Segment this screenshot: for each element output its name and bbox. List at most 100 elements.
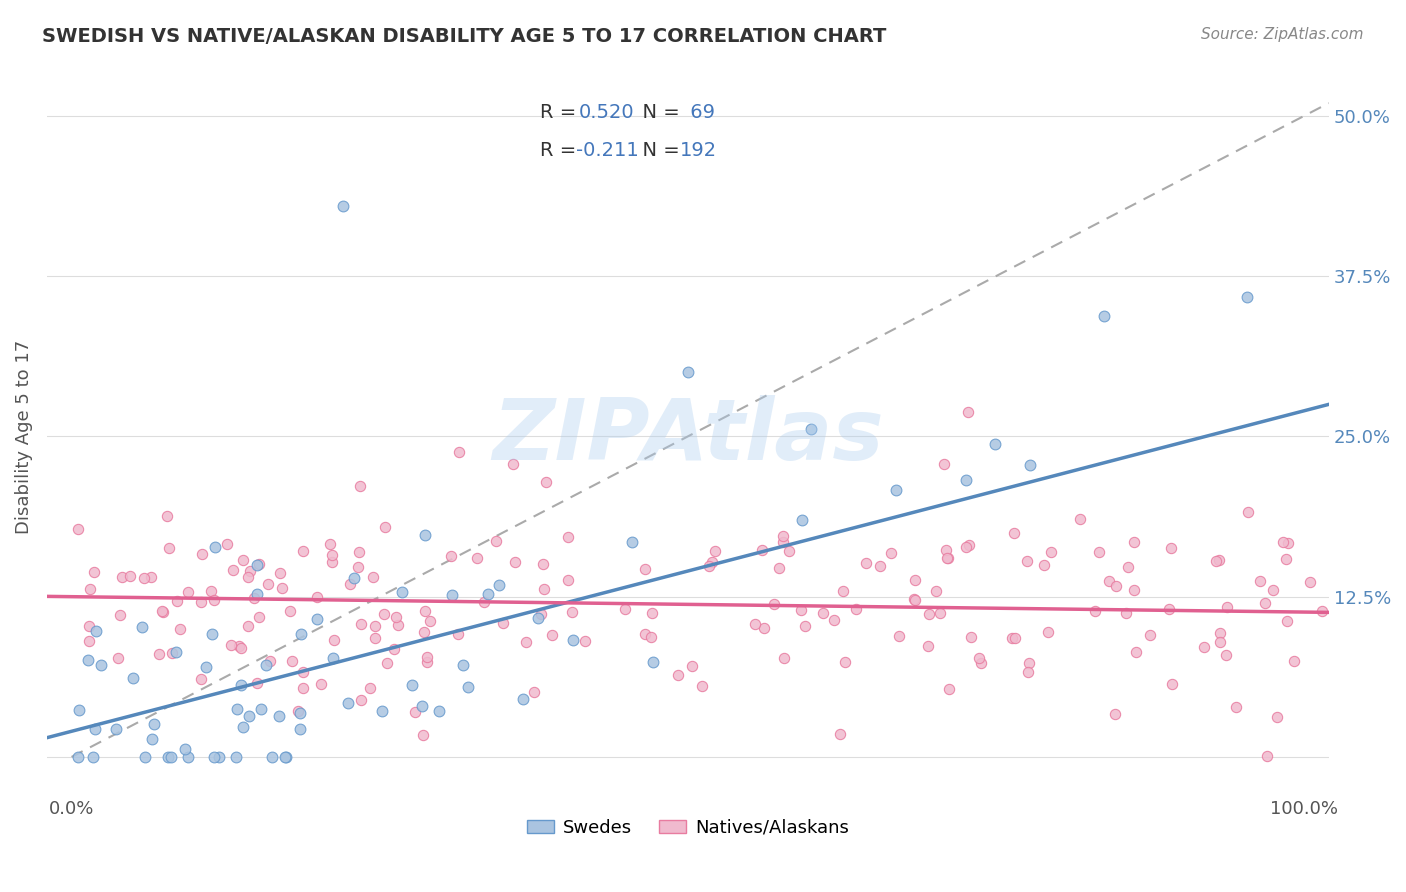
Point bbox=[828, 726, 851, 740]
Point bbox=[82, 750, 104, 764]
Point bbox=[1017, 665, 1039, 679]
Point bbox=[247, 609, 270, 624]
Point bbox=[132, 571, 155, 585]
Point bbox=[703, 543, 725, 558]
Point bbox=[350, 692, 373, 706]
Point bbox=[415, 649, 437, 664]
Point bbox=[256, 577, 278, 591]
Point bbox=[1271, 535, 1294, 549]
Point bbox=[1159, 602, 1181, 616]
Point bbox=[66, 750, 89, 764]
Point bbox=[139, 570, 162, 584]
Point bbox=[281, 654, 304, 668]
Point bbox=[288, 706, 311, 720]
Point bbox=[169, 622, 191, 636]
Point bbox=[274, 750, 297, 764]
Point bbox=[925, 583, 948, 598]
Point bbox=[457, 680, 479, 694]
Point bbox=[250, 702, 273, 716]
Point bbox=[523, 685, 546, 699]
Point bbox=[541, 627, 564, 641]
Point bbox=[1123, 582, 1146, 597]
Point bbox=[751, 543, 773, 558]
Point bbox=[359, 681, 381, 696]
Point bbox=[427, 704, 450, 718]
Point bbox=[1209, 626, 1232, 640]
Text: N =: N = bbox=[630, 141, 686, 160]
Point bbox=[917, 607, 939, 622]
Point bbox=[322, 651, 344, 665]
Point bbox=[440, 549, 463, 563]
Point bbox=[1284, 654, 1306, 668]
Point bbox=[1216, 599, 1239, 614]
Point bbox=[928, 607, 950, 621]
Point bbox=[957, 404, 980, 418]
Point bbox=[1104, 707, 1126, 722]
Point bbox=[1002, 526, 1025, 541]
Point bbox=[1139, 628, 1161, 642]
Point bbox=[1275, 551, 1298, 566]
Point bbox=[855, 557, 877, 571]
Point bbox=[292, 665, 315, 679]
Point bbox=[512, 692, 534, 706]
Point bbox=[447, 445, 470, 459]
Point bbox=[67, 703, 90, 717]
Point bbox=[200, 584, 222, 599]
Point bbox=[955, 474, 977, 488]
Point bbox=[800, 422, 823, 436]
Point bbox=[222, 563, 245, 577]
Point bbox=[373, 607, 395, 622]
Point bbox=[1036, 625, 1059, 640]
Point bbox=[752, 621, 775, 635]
Point bbox=[1084, 604, 1107, 618]
Point bbox=[938, 681, 960, 696]
Point bbox=[886, 483, 908, 497]
Point bbox=[278, 604, 301, 618]
Point bbox=[104, 722, 127, 736]
Point bbox=[274, 750, 297, 764]
Point bbox=[411, 699, 433, 714]
Point bbox=[269, 709, 291, 723]
Point bbox=[247, 557, 270, 571]
Text: -0.211: -0.211 bbox=[576, 141, 640, 160]
Point bbox=[134, 750, 156, 764]
Point bbox=[238, 619, 260, 633]
Point bbox=[640, 630, 662, 644]
Point bbox=[66, 522, 89, 536]
Point bbox=[242, 591, 264, 605]
Point bbox=[228, 639, 250, 653]
Point bbox=[823, 613, 845, 627]
Point bbox=[641, 655, 664, 669]
Point bbox=[246, 676, 269, 690]
Point bbox=[574, 634, 596, 648]
Point bbox=[530, 607, 553, 621]
Point bbox=[416, 655, 439, 669]
Point bbox=[319, 537, 342, 551]
Point bbox=[79, 619, 101, 633]
Point bbox=[156, 508, 179, 523]
Point bbox=[880, 546, 903, 560]
Point bbox=[131, 620, 153, 634]
Point bbox=[1039, 544, 1062, 558]
Point bbox=[1015, 554, 1038, 568]
Point bbox=[634, 626, 657, 640]
Point bbox=[970, 656, 993, 670]
Text: SWEDISH VS NATIVE/ALASKAN DISABILITY AGE 5 TO 17 CORRELATION CHART: SWEDISH VS NATIVE/ALASKAN DISABILITY AGE… bbox=[42, 27, 887, 45]
Point bbox=[231, 640, 253, 655]
Point bbox=[613, 601, 636, 615]
Point bbox=[1104, 579, 1126, 593]
Point bbox=[291, 544, 314, 558]
Point bbox=[1256, 748, 1278, 763]
Point bbox=[700, 555, 723, 569]
Point bbox=[150, 604, 173, 618]
Point bbox=[190, 595, 212, 609]
Point bbox=[955, 541, 977, 555]
Point bbox=[79, 582, 101, 596]
Point bbox=[121, 671, 143, 685]
Point bbox=[391, 585, 413, 599]
Point bbox=[1115, 607, 1137, 621]
Point bbox=[347, 560, 370, 574]
Point bbox=[969, 651, 991, 665]
Point bbox=[118, 569, 141, 583]
Point bbox=[364, 619, 387, 633]
